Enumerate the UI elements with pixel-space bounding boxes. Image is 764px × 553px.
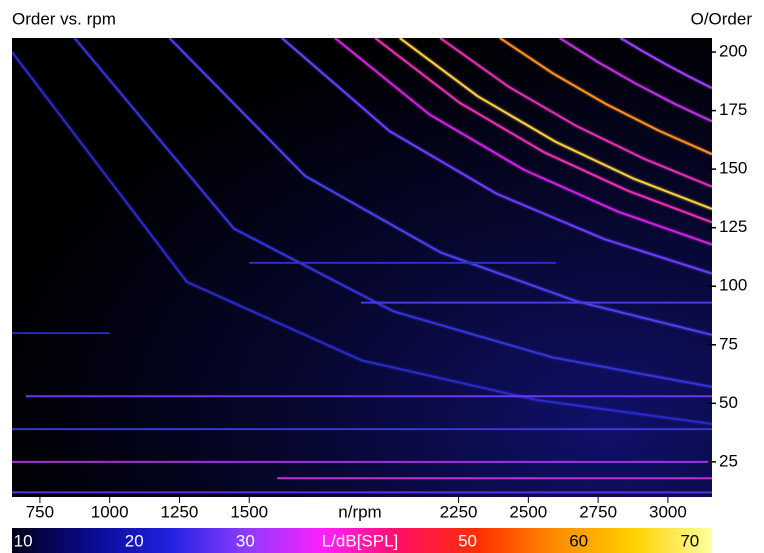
- colorbar-tick-label: 30: [236, 531, 255, 550]
- colorbar-tick-label: 20: [125, 531, 144, 550]
- order-trace: [439, 38, 712, 188]
- order-trace: [374, 38, 712, 224]
- colorbar-tick-label: 70: [680, 531, 699, 550]
- y-tick-label: 75: [719, 334, 738, 353]
- order-trace: [281, 38, 712, 275]
- order-trace: [168, 38, 712, 336]
- y-tick-label: 100: [719, 276, 747, 295]
- y-tick-label: 200: [719, 42, 747, 61]
- y-tick-label: 25: [719, 451, 738, 470]
- x-tick-label: 2750: [579, 502, 617, 521]
- colorbar-tick-label: 50: [458, 531, 477, 550]
- y-tick-label: 150: [719, 159, 747, 178]
- y-axis-label: O/Order: [691, 9, 753, 28]
- x-axis-label: n/rpm: [338, 502, 381, 521]
- order-trace: [334, 38, 712, 246]
- x-tick-label: 1500: [230, 502, 268, 521]
- y-tick-label: 125: [719, 217, 747, 236]
- x-tick-label: 1250: [161, 502, 199, 521]
- y-tick-label: 175: [719, 100, 747, 119]
- colorbar-labels: 10 20 30 50 60 70 L/dB[SPL]: [14, 531, 700, 550]
- order-trace: [499, 38, 712, 156]
- plot-area: [12, 38, 712, 495]
- colorbar: [12, 528, 712, 553]
- x-tick-label: 2500: [509, 502, 547, 521]
- x-tick-label: 1000: [91, 502, 129, 521]
- order-trace: [619, 38, 712, 90]
- y-tick-label: 50: [719, 393, 738, 412]
- order-trace: [559, 38, 712, 123]
- x-tick-label: 750: [26, 502, 54, 521]
- plot-noise: [12, 38, 712, 497]
- x-tick-label: 2250: [440, 502, 478, 521]
- order-trace: [73, 38, 712, 388]
- order-trace: [399, 38, 712, 210]
- colorbar-tick-label: 10: [14, 531, 33, 550]
- x-tick-label: 3000: [649, 502, 687, 521]
- chart-title: Order vs. rpm: [12, 9, 116, 28]
- colorbar-label: L/dB[SPL]: [322, 531, 399, 550]
- colorbar-tick-label: 60: [569, 531, 588, 550]
- order-trace: [12, 51, 712, 425]
